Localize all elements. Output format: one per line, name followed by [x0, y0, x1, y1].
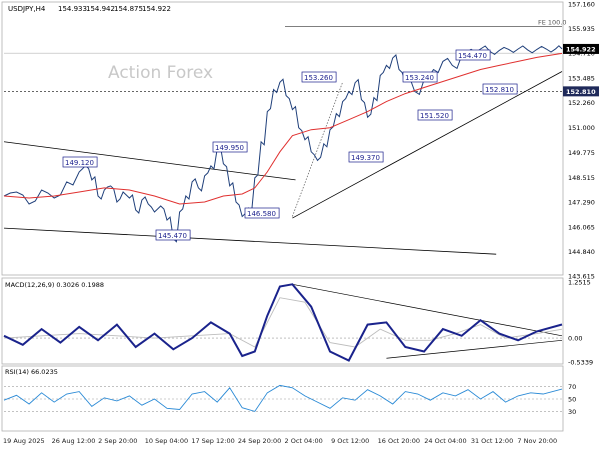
- level-tag-label: 152.810: [566, 88, 596, 96]
- x-tick-label-2: 2 Sep 20:00: [98, 437, 137, 445]
- annotation-label-2: 153.260: [304, 74, 333, 82]
- rsi-panel: RSI(14) 66.0235 70 50 30: [1, 365, 576, 432]
- annotation-label-8: 146.580: [247, 210, 276, 218]
- macd-line: [3, 283, 563, 362]
- x-tick-label-7: 9 Oct 12:00: [331, 437, 369, 445]
- price-y-tick-7: 148.515: [568, 174, 595, 182]
- x-tick-label-3: 10 Sep 04:00: [145, 437, 188, 445]
- annotation-label-9: 145.470: [158, 232, 187, 240]
- price-panel-title: USDJPY,H4: [8, 5, 46, 13]
- channel-lower-line: [3, 227, 497, 255]
- x-tick-label-1: 26 Aug 12:00: [52, 437, 96, 445]
- annotation-box-4: [455, 49, 491, 61]
- x-tick-label-0: 19 Aug 2025: [3, 437, 45, 445]
- price-y-tick-10: 144.840: [568, 248, 595, 256]
- macd-lower-line: [386, 339, 563, 359]
- x-tick-label-9: 24 Oct 04:00: [424, 437, 466, 445]
- annotation-label-1: 149.950: [215, 144, 244, 152]
- macd-y-tick-1: 0.00: [568, 335, 582, 343]
- rsi-y-tick-2: 30: [568, 408, 576, 416]
- price-y-tick-11: 143.615: [568, 273, 595, 281]
- annotation-box-0: [62, 156, 98, 168]
- price-y-tick-4: 152.260: [568, 99, 595, 107]
- macd-panel: MACD(12,26,9) 0.3026 0.1988 1.2515 0.00 -0…: [1, 277, 593, 367]
- annotation-box-3: [402, 71, 438, 83]
- price-y-tick-8: 147.290: [568, 199, 595, 207]
- level-tag-box: [563, 86, 599, 97]
- price-series-line: [3, 45, 563, 243]
- annotation-box-6: [417, 109, 453, 121]
- rising-trendline: [292, 71, 563, 219]
- rsi-line: [3, 384, 563, 412]
- macd-y-tick-0: 1.2515: [568, 279, 591, 287]
- price-panel-ohlc-high: 154.942: [86, 5, 115, 13]
- macd-plot-area: 1.2515 0.00 -0.5339: [3, 279, 593, 367]
- price-y-tick-0: 157.160: [568, 1, 595, 9]
- price-y-tick-5: 151.000: [568, 124, 595, 132]
- price-panel-ohlc-low: 154.875: [114, 5, 143, 13]
- annotation-box-2: [301, 71, 337, 83]
- price-y-tick-1: 155.935: [568, 25, 595, 33]
- macd-y-tick-2: -0.5339: [568, 359, 593, 367]
- moving-average-line: [3, 52, 563, 205]
- price-y-tick-3: 153.485: [568, 74, 595, 82]
- x-tick-label-6: 2 Oct 04:00: [285, 437, 323, 445]
- annotation-box-7: [348, 151, 384, 163]
- price-panel-ohlc-open: 154.933: [58, 5, 87, 13]
- x-axis: 19 Aug 2025 26 Aug 12:00 2 Sep 20:00 10 Sep…: [3, 437, 557, 445]
- price-tag-label: 154.922: [566, 45, 596, 53]
- annotation-label-5: 152.810: [485, 86, 514, 94]
- x-tick-label-10: 31 Oct 12:00: [471, 437, 513, 445]
- fe-label: FE 100.0: [538, 19, 567, 27]
- channel-upper-line: [3, 141, 296, 181]
- annotation-label-7: 149.370: [351, 154, 380, 162]
- x-tick-label-4: 17 Sep 12:00: [191, 437, 234, 445]
- price-tag-box: [563, 43, 599, 54]
- x-tick-label-5: 24 Sep 20:00: [238, 437, 281, 445]
- annotation-box-9: [155, 229, 191, 241]
- annotation-label-0: 149.120: [65, 159, 94, 167]
- rsi-y-tick-0: 70: [568, 383, 576, 391]
- annotation-box-5: [482, 83, 518, 95]
- x-tick-label-8: 16 Oct 20:00: [378, 437, 420, 445]
- price-y-tick-6: 149.775: [568, 149, 595, 157]
- annotation-box-1: [212, 141, 248, 153]
- annotation-label-6: 151.520: [420, 112, 449, 120]
- rsi-y-tick-1: 50: [568, 396, 576, 404]
- price-panel-ohlc-close: 154.922: [142, 5, 171, 13]
- annotation-label-4: 154.470: [458, 52, 487, 60]
- price-plot-area: 157.160155.935154.710153.485152.260151.0…: [3, 1, 599, 281]
- rsi-panel-title: RSI(14) 66.0235: [5, 368, 58, 376]
- annotation-box-8: [244, 207, 280, 219]
- x-tick-label-11: 7 Nov 20:00: [517, 437, 557, 445]
- annotation-label-3: 153.240: [405, 74, 434, 82]
- macd-upper-line: [292, 283, 563, 337]
- watermark: Action Forex: [108, 63, 213, 83]
- price-panel: USDJPY,H4 154.933 154.942 154.875 154.92…: [1, 1, 599, 281]
- price-y-tick-9: 146.065: [568, 223, 595, 231]
- macd-panel-title: MACD(12,26,9) 0.3026 0.1988: [5, 281, 104, 289]
- rsi-plot-area: 70 50 30: [3, 383, 576, 416]
